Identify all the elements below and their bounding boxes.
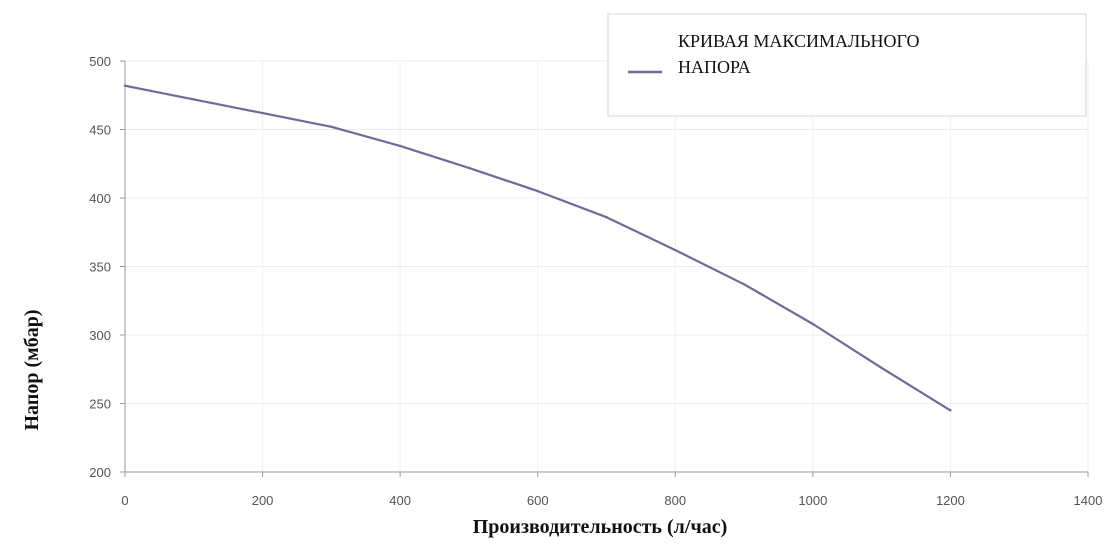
data-point [880,366,883,370]
y-tick-label: 200 [89,465,111,480]
data-point [674,248,677,252]
data-point [398,144,402,148]
x-tick-label: 200 [252,493,274,508]
x-tick-label: 1000 [798,493,827,508]
data-point [742,283,746,286]
x-tick-label: 1400 [1074,493,1103,508]
y-axis-title: Напор (мбар) [21,309,43,430]
tick-labels: 200 250 300 350 400 450 500 0 200 400 600 800 1000 12… [89,54,1102,508]
x-tick-label: 0 [121,493,128,508]
data-point [261,111,264,115]
data-point [467,166,471,170]
x-tick-label: 800 [664,493,686,508]
y-tick-label: 350 [89,260,111,275]
y-tick-label: 450 [89,123,111,138]
data-point [123,84,127,87]
legend-label: КРИВАЯ МАКСИМАЛЬНОГО НАПОРА [678,31,919,77]
grid-layer [125,60,1089,472]
data-point [536,189,539,193]
x-tick-label: 400 [389,493,411,508]
legend: КРИВАЯ МАКСИМАЛЬНОГО НАПОРА [607,13,1087,117]
legend-box [607,13,1087,117]
data-point [811,322,815,326]
y-tick-label: 400 [89,191,111,206]
x-tick-label: 600 [527,493,549,508]
y-tick-label: 300 [89,328,111,343]
axes-layer [120,60,1089,477]
data-point [192,98,195,101]
series-layer [123,84,952,412]
data-point [949,409,952,412]
y-tick-label: 500 [89,54,111,69]
data-point [605,215,608,219]
data-point [330,125,333,128]
y-tick-label: 250 [89,397,111,412]
x-tick-label: 1200 [936,493,965,508]
x-axis-title: Производительность (л/час) [473,516,728,538]
